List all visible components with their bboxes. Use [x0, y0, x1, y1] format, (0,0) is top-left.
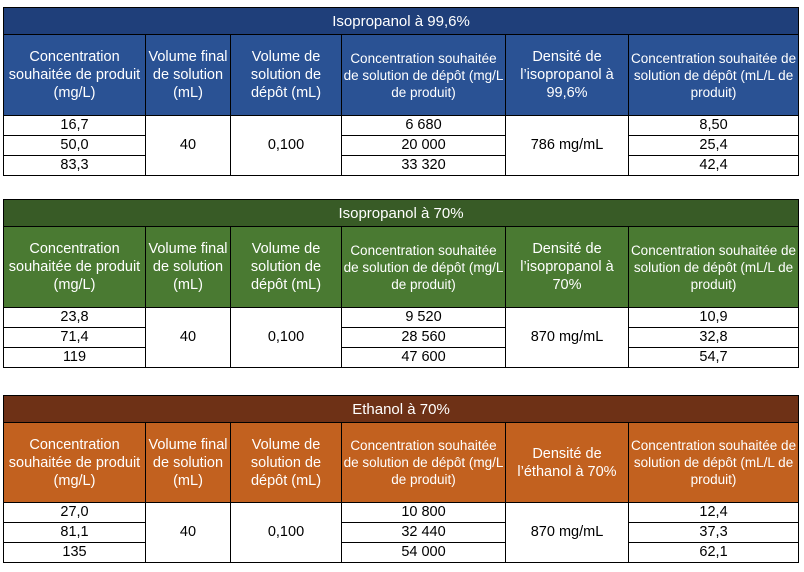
- cell-concentration: 50,0: [3, 135, 146, 156]
- cell-depot-ml: 12,4: [627, 502, 800, 523]
- header-volume-final: Volume final de solution (mL): [145, 34, 231, 116]
- header-concentration-depot-ml: Concentration souhaitée de solution de d…: [627, 422, 800, 503]
- table-row: 83,3 33 320 42,4: [3, 155, 800, 176]
- table-row: 50,0 20 000 25,4: [3, 135, 800, 156]
- table-ethanol-70: Ethanol à 70% Concentration souhaitée de…: [2, 395, 800, 563]
- header-concentration-depot-ml: Concentration souhaitée de solution de d…: [627, 34, 800, 116]
- cell-volume-final: 40: [145, 115, 231, 176]
- cell-depot-mg: 20 000: [341, 135, 506, 156]
- cell-depot-ml: 8,50: [627, 115, 800, 136]
- cell-depot-mg: 47 600: [341, 347, 506, 368]
- cell-densite: 870 mg/mL: [505, 307, 629, 368]
- cell-depot-ml: 54,7: [628, 347, 799, 368]
- cell-depot-mg: 54 000: [341, 542, 506, 563]
- cell-depot-mg: 33 320: [341, 155, 506, 176]
- table-isopropanol-99-6: Isopropanol à 99,6% Concentration souhai…: [2, 7, 800, 176]
- cell-depot-mg: 28 560: [341, 327, 506, 348]
- table-row: 135 54 000 62,1: [3, 542, 800, 563]
- header-concentration-produit: Concentration souhaitée de produit (mg/L…: [3, 34, 146, 116]
- cell-depot-ml: 62,1: [627, 542, 800, 563]
- cell-concentration: 71,4: [3, 327, 146, 348]
- cell-densite: 786 mg/mL: [505, 115, 629, 176]
- table-title: Ethanol à 70%: [2, 395, 800, 423]
- table-row: 23,8 40 0,100 9 520 870 mg/mL 10,9: [3, 307, 799, 368]
- header-volume-depot: Volume de solution de dépôt (mL): [230, 34, 342, 116]
- cell-concentration: 83,3: [3, 155, 146, 176]
- header-concentration-produit: Concentration souhaitée de produit (mg/L…: [3, 422, 146, 503]
- cell-concentration: 23,8: [3, 307, 146, 328]
- header-concentration-depot-ml: Concentration souhaitée de solution de d…: [628, 226, 799, 308]
- cell-depot-ml: 42,4: [627, 155, 800, 176]
- table-title: Isopropanol à 99,6%: [2, 7, 800, 35]
- table-title: Isopropanol à 70%: [3, 199, 799, 227]
- header-densite: Densité de l’éthanol à 70%: [505, 422, 629, 503]
- cell-concentration: 119: [3, 347, 146, 368]
- table-row: 119 47 600 54,7: [3, 347, 799, 368]
- table-isopropanol-70: Isopropanol à 70% Concentration souhaité…: [3, 199, 799, 368]
- header-concentration-depot-mg: Concentration souhaitée de solution de d…: [341, 34, 506, 116]
- cell-depot-ml: 10,9: [628, 307, 799, 328]
- cell-depot-mg: 10 800: [341, 502, 506, 523]
- cell-volume-depot: 0,100: [230, 115, 342, 176]
- cell-volume-depot: 0,100: [230, 307, 342, 368]
- header-volume-depot: Volume de solution de dépôt (mL): [230, 226, 342, 308]
- header-concentration-produit: Concentration souhaitée de produit (mg/L…: [3, 226, 146, 308]
- cell-concentration: 81,1: [3, 522, 146, 543]
- cell-depot-mg: 32 440: [341, 522, 506, 543]
- table-row: 71,4 28 560 32,8: [3, 327, 799, 348]
- cell-concentration: 135: [3, 542, 146, 563]
- cell-densite: 870 mg/mL: [505, 502, 629, 563]
- table-row: 16,7 40 0,100 6 680 786 mg/mL 8,50: [3, 115, 800, 176]
- header-volume-final: Volume final de solution (mL): [145, 226, 231, 308]
- cell-volume-depot: 0,100: [230, 502, 342, 563]
- cell-depot-mg: 9 520: [341, 307, 506, 328]
- cell-depot-ml: 32,8: [628, 327, 799, 348]
- cell-volume-final: 40: [145, 502, 231, 563]
- header-concentration-depot-mg: Concentration souhaitée de solution de d…: [341, 422, 506, 503]
- table-row: 81,1 32 440 37,3: [3, 522, 800, 543]
- cell-concentration: 27,0: [3, 502, 146, 523]
- cell-concentration: 16,7: [3, 115, 146, 136]
- table-row: 27,0 40 0,100 10 800 870 mg/mL 12,4: [3, 502, 800, 563]
- cell-depot-ml: 37,3: [627, 522, 800, 543]
- header-volume-depot: Volume de solution de dépôt (mL): [230, 422, 342, 503]
- cell-depot-mg: 6 680: [341, 115, 506, 136]
- cell-volume-final: 40: [145, 307, 231, 368]
- cell-depot-ml: 25,4: [627, 135, 800, 156]
- header-densite: Densité de l’isopropanol à 99,6%: [505, 34, 629, 116]
- header-densite: Densité de l’isopropanol à 70%: [505, 226, 629, 308]
- header-volume-final: Volume final de solution (mL): [145, 422, 231, 503]
- header-concentration-depot-mg: Concentration souhaitée de solution de d…: [341, 226, 506, 308]
